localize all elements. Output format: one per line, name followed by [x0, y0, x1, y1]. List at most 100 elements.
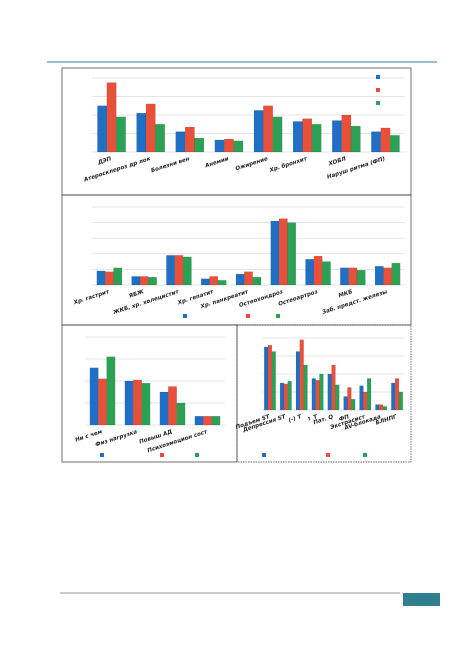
bar: [175, 131, 186, 153]
bar: [217, 280, 227, 286]
bar: [374, 266, 384, 286]
bar: [322, 261, 331, 286]
legend-swatch: [160, 453, 164, 457]
bar: [194, 416, 204, 426]
bar: [279, 382, 285, 411]
bar: [335, 384, 340, 411]
page-number-box: [403, 593, 440, 606]
bar: [201, 278, 210, 286]
bar: [391, 263, 401, 286]
bar: [313, 255, 323, 286]
bar: [343, 396, 348, 411]
legend-swatch: [363, 453, 367, 457]
bar: [159, 391, 169, 426]
legend-swatch: [246, 314, 250, 318]
bar: [194, 137, 205, 153]
bar: [89, 367, 99, 426]
bar: [375, 404, 380, 411]
bar: [371, 131, 381, 153]
bar: [398, 391, 403, 411]
bar: [235, 273, 245, 286]
bar: [305, 259, 315, 286]
bar: [311, 378, 316, 411]
bar: [315, 380, 320, 411]
bar: [319, 373, 324, 411]
legend-swatch: [376, 75, 380, 79]
legend-swatch: [376, 88, 380, 92]
bar: [350, 125, 361, 153]
x-tick-label: ФП: [338, 414, 350, 423]
x-tick-label: ДЭП: [96, 156, 112, 166]
legend-swatch: [183, 314, 187, 318]
bar: [174, 255, 184, 286]
x-tick-label: ХОБЛ: [327, 156, 347, 168]
bar: [389, 135, 400, 153]
bar: [351, 399, 356, 411]
x-tick-label: ↑ T: [306, 413, 319, 423]
bar: [263, 105, 273, 153]
x-tick-label: ЖКБ, хр. холецистит: [112, 289, 181, 316]
bar: [136, 113, 147, 153]
x-tick-label: Психоэмоцион сост: [147, 429, 209, 454]
bar: [203, 416, 212, 426]
bar: [295, 351, 300, 411]
bar: [348, 267, 358, 286]
legend-swatch: [195, 453, 199, 457]
bar: [224, 138, 234, 153]
bar: [105, 271, 114, 286]
bar: [139, 276, 149, 286]
bar: [133, 379, 142, 426]
x-tick-label: Хр. бронхит: [268, 155, 309, 174]
bar: [98, 378, 107, 426]
bar: [340, 267, 349, 286]
bar: [331, 364, 336, 411]
bar: [155, 124, 165, 153]
bar: [272, 116, 283, 153]
bar: [176, 402, 186, 426]
bar: [287, 381, 292, 411]
bar: [214, 139, 225, 153]
bar: [341, 114, 352, 153]
bar: [244, 271, 253, 286]
bar: [182, 256, 192, 286]
bar: [363, 391, 368, 411]
bar: [379, 404, 384, 411]
legend-swatch: [326, 453, 330, 457]
bar: [131, 276, 141, 286]
bar: [283, 383, 288, 411]
x-tick-label: Ожирение: [235, 156, 269, 172]
chart-frame: [61, 194, 412, 326]
x-tick-label: Хр. гастрит: [72, 289, 111, 307]
bar: [347, 387, 352, 411]
bar: [168, 386, 177, 426]
bar: [278, 218, 288, 286]
bar: [252, 277, 262, 286]
legend-swatch: [100, 453, 104, 457]
bar: [332, 120, 342, 153]
bar: [233, 140, 244, 153]
bar: [303, 364, 308, 411]
bar: [148, 277, 157, 286]
bar: [97, 105, 108, 153]
bar: [184, 126, 195, 153]
x-tick-label: (-) T: [288, 414, 304, 424]
x-tick-label: Остеоартроз: [278, 289, 319, 307]
chart-frame: [236, 324, 412, 463]
bar: [287, 222, 296, 286]
x-tick-label: Анемии: [204, 156, 230, 170]
bar: [302, 118, 313, 153]
legend-swatch: [376, 101, 380, 105]
x-tick-label: Заб. предст. железы: [321, 288, 388, 316]
bar: [311, 124, 322, 153]
bar: [96, 270, 106, 286]
bar: [145, 103, 156, 153]
legend-swatch: [276, 314, 280, 318]
bar: [267, 345, 273, 411]
bar: [270, 220, 280, 286]
bar: [116, 116, 126, 153]
bar: [292, 121, 303, 153]
bar: [359, 385, 364, 411]
x-tick-label: ЯБЖ: [127, 289, 145, 300]
bar: [264, 346, 269, 411]
